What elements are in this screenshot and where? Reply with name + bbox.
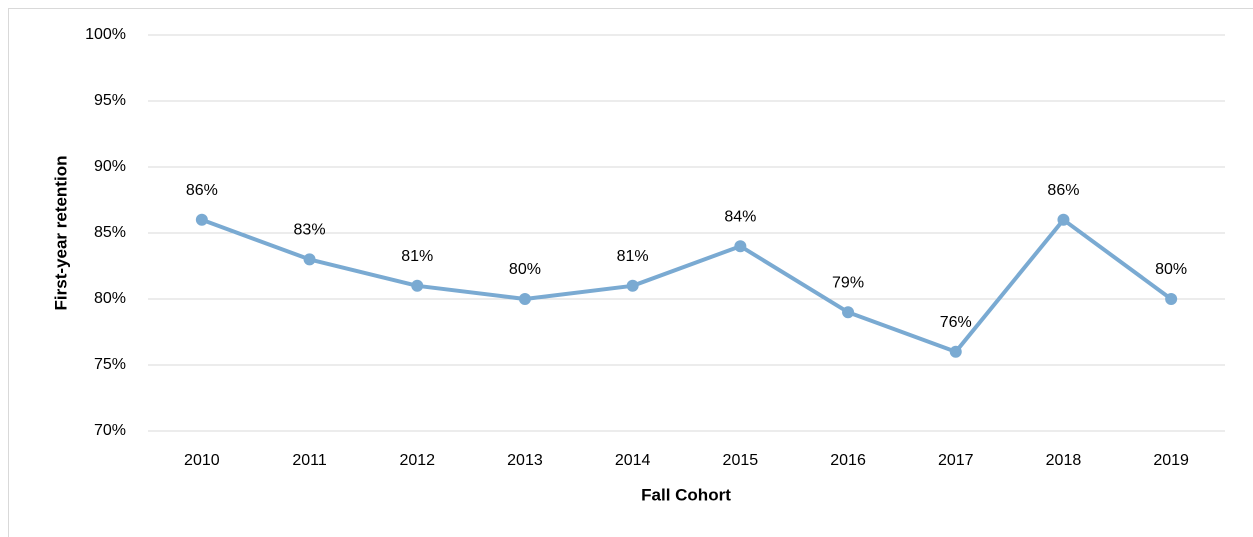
- y-tick-label: 75%: [94, 356, 126, 373]
- chart-frame: [8, 8, 1253, 537]
- data-label: 86%: [186, 182, 218, 199]
- x-axis-label: Fall Cohort: [641, 485, 731, 504]
- x-tick-label: 2010: [184, 452, 220, 469]
- x-tick-label: 2015: [723, 452, 759, 469]
- data-point: [734, 240, 747, 253]
- data-point: [626, 279, 639, 292]
- data-label: 79%: [832, 274, 864, 291]
- series-line: [201, 217, 1173, 354]
- y-tick-label: 95%: [94, 92, 126, 109]
- data-label: 86%: [1047, 182, 1079, 199]
- data-point: [1165, 293, 1178, 305]
- data-point: [195, 213, 208, 226]
- data-label: 76%: [940, 314, 972, 331]
- x-tick-label: 2013: [507, 452, 543, 469]
- x-tick-label: 2016: [830, 452, 866, 469]
- x-tick-label: 2017: [938, 452, 974, 469]
- data-point: [518, 293, 531, 305]
- data-label: 83%: [294, 222, 326, 239]
- x-tick-label: 2014: [615, 452, 651, 469]
- data-point: [949, 345, 962, 358]
- y-tick-label: 85%: [94, 224, 126, 241]
- data-label: 80%: [509, 261, 541, 278]
- data-point: [1057, 213, 1070, 226]
- data-point: [842, 306, 855, 319]
- data-label: 80%: [1155, 261, 1187, 278]
- data-label: 81%: [617, 248, 649, 265]
- y-tick-label: 100%: [85, 26, 126, 43]
- data-label: 81%: [401, 248, 433, 265]
- y-tick-label: 90%: [94, 158, 126, 175]
- y-tick-label: 80%: [94, 290, 126, 307]
- x-tick-label: 2011: [292, 452, 327, 469]
- x-tick-label: 2019: [1153, 452, 1189, 469]
- y-tick-label: 70%: [94, 422, 126, 439]
- x-tick-label: 2012: [399, 452, 435, 469]
- data-point: [303, 253, 316, 266]
- data-point: [411, 279, 424, 292]
- data-label: 84%: [724, 208, 756, 225]
- y-axis-label: First-year retention: [51, 156, 70, 311]
- x-tick-label: 2018: [1046, 452, 1082, 469]
